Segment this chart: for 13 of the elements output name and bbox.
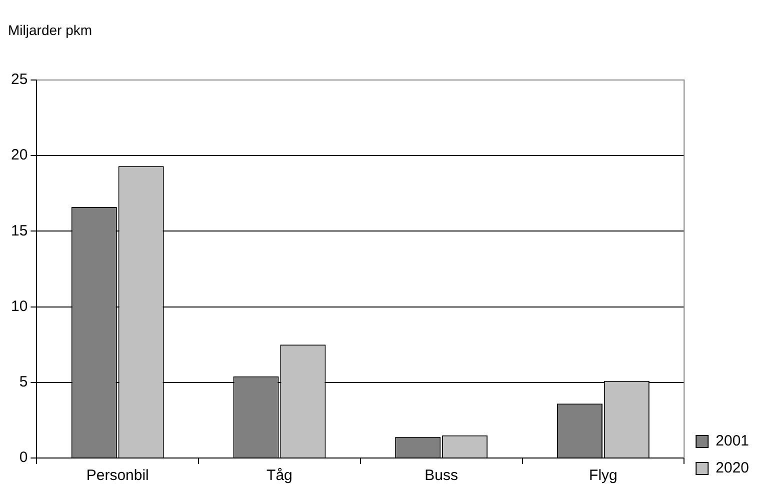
x-tick-label: Flyg bbox=[589, 467, 618, 484]
y-tick-label: 20 bbox=[10, 146, 28, 164]
legend-label: 2020 bbox=[716, 460, 750, 477]
y-tick-label: 25 bbox=[10, 71, 28, 88]
y-tick-label: 15 bbox=[10, 222, 28, 240]
x-tick-label: Tåg bbox=[266, 467, 292, 484]
y-tick-label: 10 bbox=[10, 298, 28, 315]
x-tick-label: Buss bbox=[424, 467, 458, 484]
legend-label: 2001 bbox=[716, 432, 750, 450]
y-tick-label: 0 bbox=[19, 449, 28, 466]
x-tick-label: Personbil bbox=[86, 467, 149, 484]
y-axis-title: Miljarder pkm bbox=[8, 22, 92, 38]
y-tick-label: 5 bbox=[19, 374, 28, 391]
